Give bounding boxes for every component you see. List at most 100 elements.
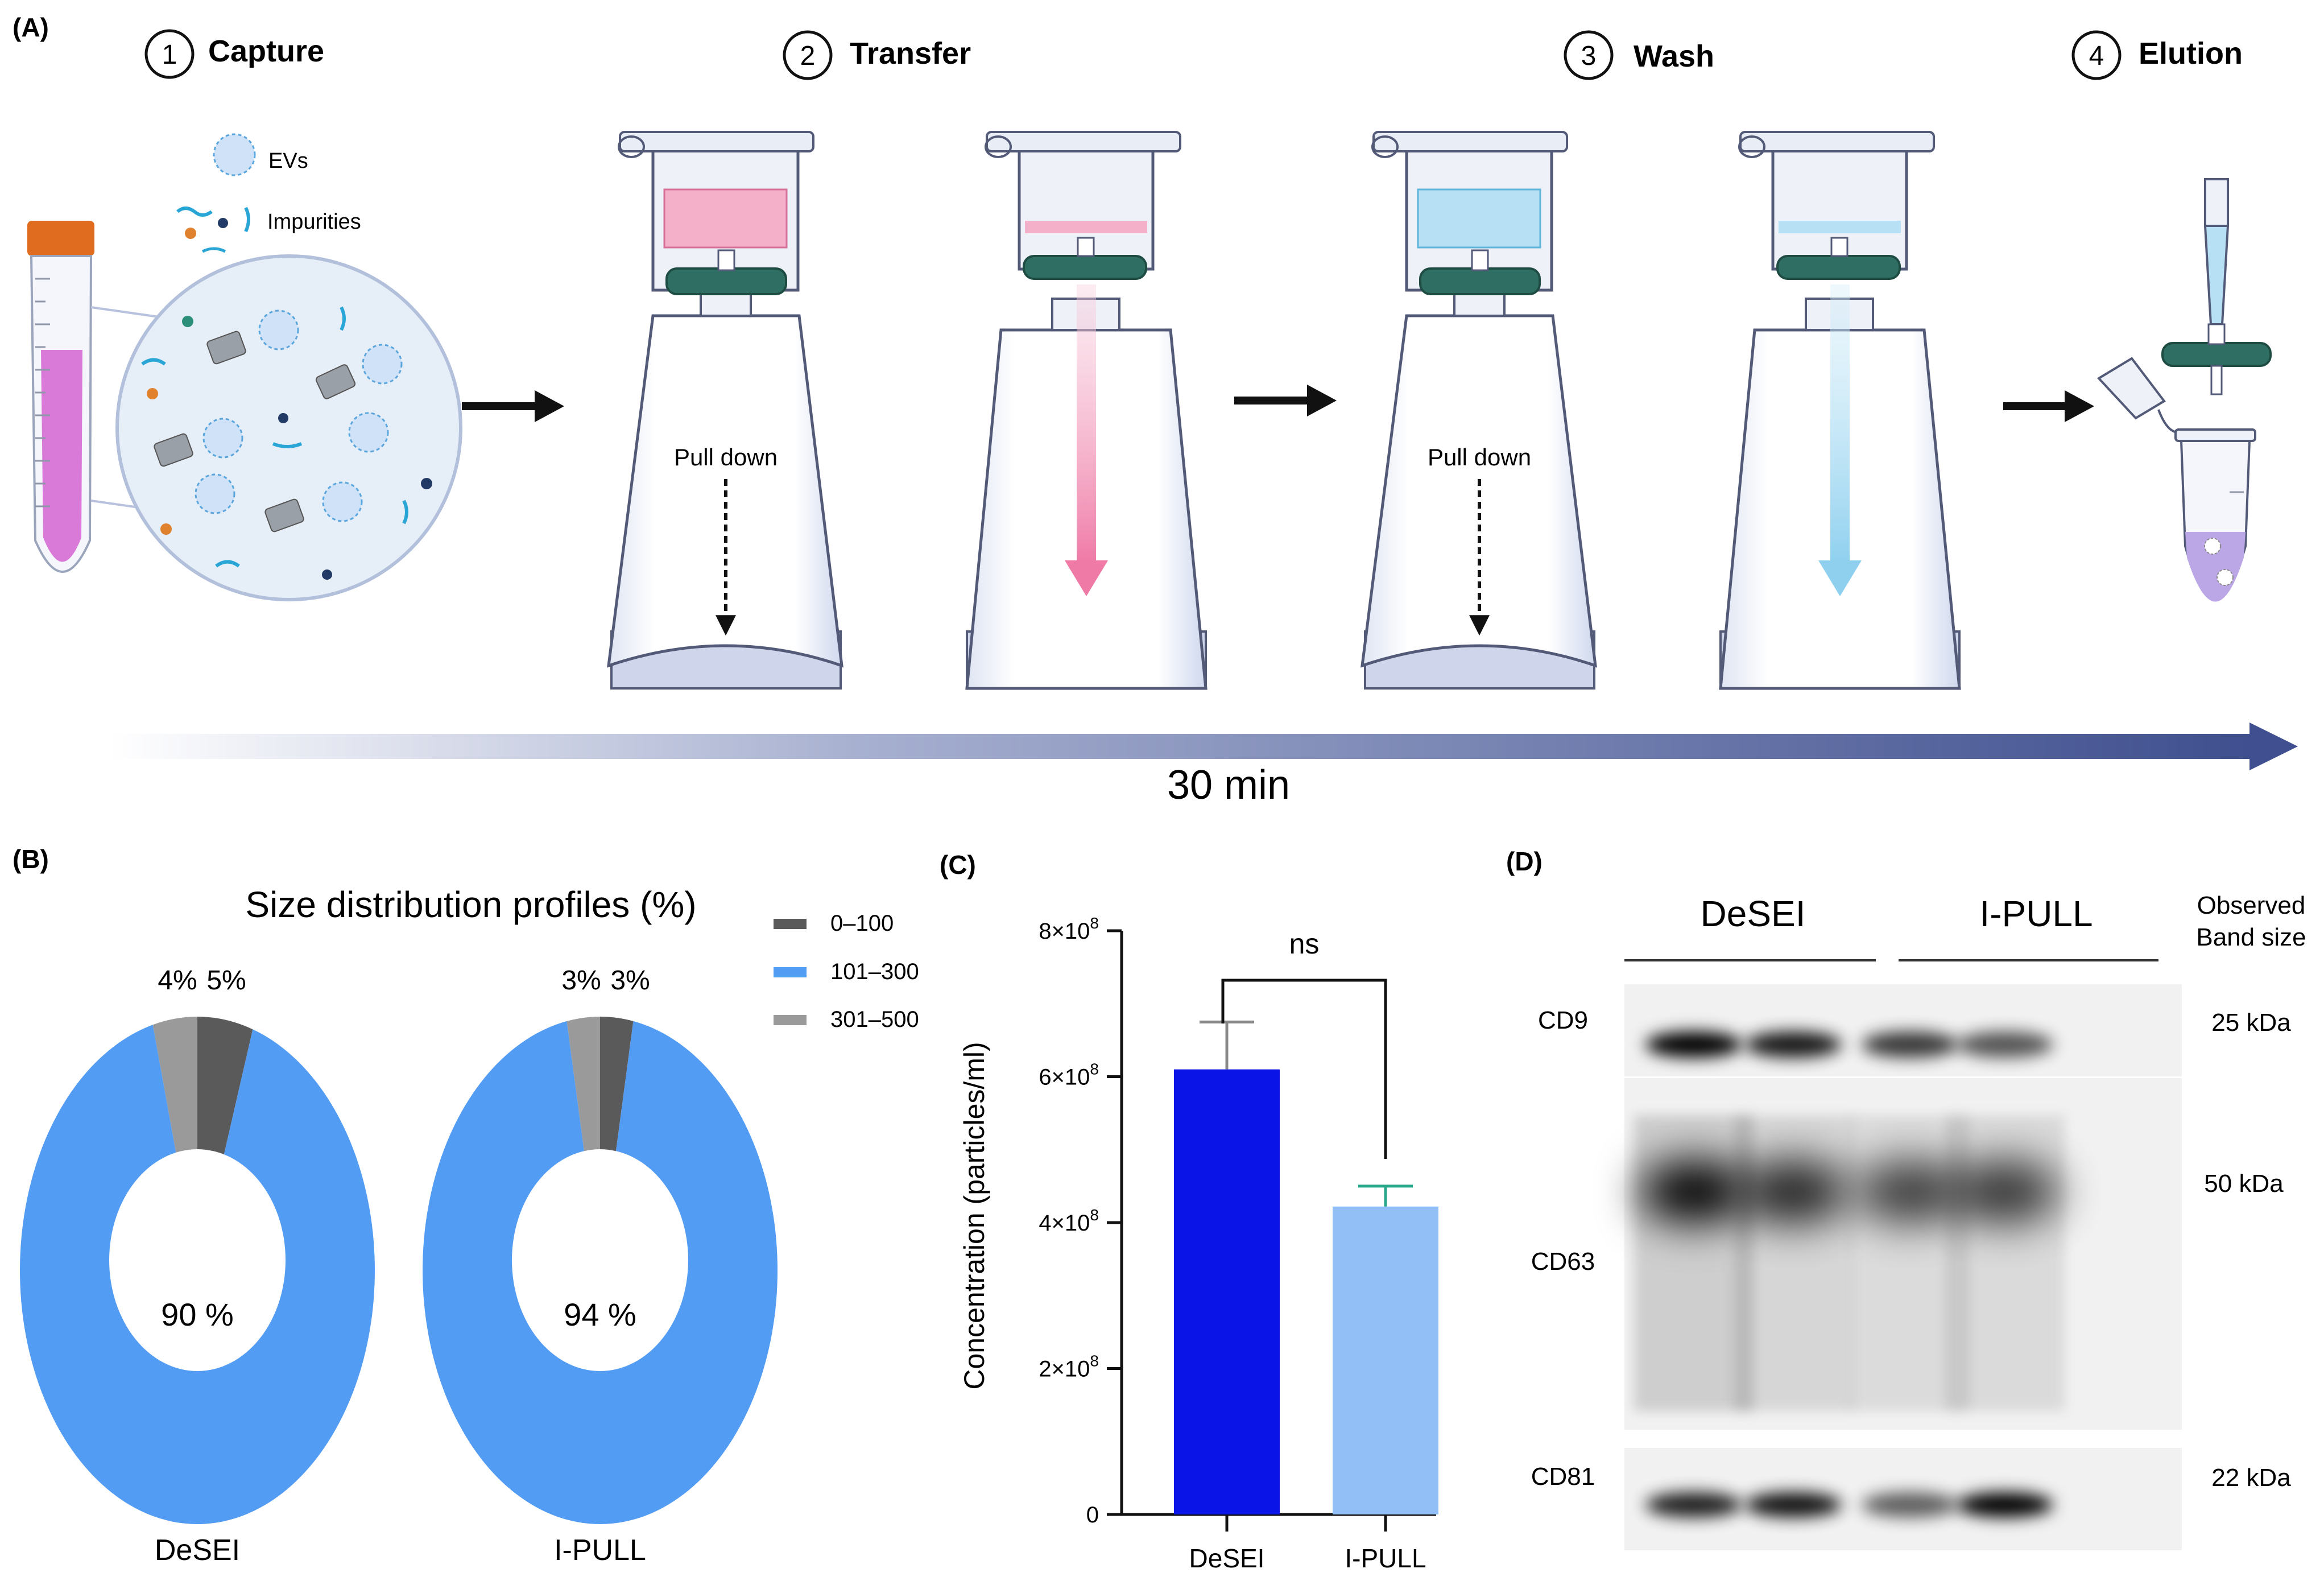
timeline-label: 30 min [1167,762,1290,808]
donut-hole-desei [109,1149,286,1371]
blot-smear-cd63-lane-4 [1945,1115,2065,1411]
blot-band-cd63-lane-1 [1640,1161,1748,1223]
blot-size-cd9: 25 kDa [2211,1009,2291,1037]
panel-label-d: (D) [1506,847,1543,876]
step-4-circle [2071,30,2122,80]
step-3-header: 3 Wash [1564,30,1714,80]
blot-band-cd9-lane-3 [1862,1031,1958,1058]
significance-label: ns [1289,928,1320,960]
blot-size-cd81: 22 kDa [2211,1464,2291,1492]
arrow-3 [2003,390,2094,422]
step-4-label: Elution [2139,36,2243,71]
y-tick-label-2: 4×108 [1039,1206,1099,1236]
blot-band-cd63-lane-3 [1856,1161,1964,1223]
panel-d-western-blot: (D) DeSEI I-PULL Observed Band size CD9 … [1506,847,2306,1550]
panel-b-donut-charts: (B) Size distribution profiles (%) 0–100… [13,844,919,1567]
blot-marker-cd63: CD63 [1531,1248,1595,1276]
blot-band-cd81-lane-3 [1862,1492,1958,1517]
legend-evs-text: EVs [268,149,308,173]
legend-swatch-0-100 [774,919,807,929]
bar-y-axis-label: Concentration (particles/ml) [958,1042,990,1389]
conical-tube-illustration: EVs Impurities [27,133,462,601]
timeline-bar [108,734,2252,759]
tube-liquid [41,350,82,562]
flask-2 [965,131,1208,690]
desei-0-100-percent-label: 5% [206,965,246,996]
desei-301-500-percent-label: 4% [158,965,197,996]
step-2-label: Transfer [850,36,971,71]
blot-bands [1634,1031,2065,1517]
bar-x-label-desei: DeSEI [1189,1543,1265,1573]
step-1-header: 1 Capture [144,29,324,79]
impurities-legend-icon [176,207,250,253]
blot-group-desei: DeSEI [1701,893,1806,934]
y-tick-label-1: 2×108 [1039,1352,1099,1382]
zoom-circle [115,254,462,601]
blot-band-cd81-lane-2 [1745,1492,1842,1517]
step-3-circle [1564,30,1614,80]
blot-group-ipull: I-PULL [1979,893,2093,934]
desei-center-label: 90 % [161,1297,234,1332]
observed-label-line2: Band size [2196,923,2306,951]
step-4-header: 4 Elution [2071,30,2243,80]
donut-legend: 0–100 101–300 301–500 [774,911,919,1032]
zoom-particles [141,306,432,580]
blot-size-cd63: 50 kDa [2204,1170,2284,1198]
desei-donut-name: DeSEI [155,1534,240,1567]
ipull-donut-name: I-PULL [554,1534,646,1567]
tube-graduations [35,278,50,507]
blot-band-cd81-lane-1 [1645,1492,1742,1517]
timeline: 30 min [108,723,2298,808]
pull-down-label-1: Pull down [674,444,778,470]
step-3-number: 3 [1581,41,1597,71]
y-tick-label-3: 6×108 [1039,1060,1099,1090]
ipull-301-500-percent-label: 3% [561,965,601,996]
bar-marks [1174,1020,1438,1532]
stage-arrows [462,385,2094,422]
blot-band-cd63-lane-2 [1739,1161,1847,1223]
step-2-header: 2 Transfer [783,30,971,80]
ipull-center-label: 94 % [564,1297,636,1332]
step-1-circle [144,29,195,79]
blot-membrane-cd9 [1624,984,2182,1076]
y-tick-label-4: 8×108 [1039,914,1099,944]
blot-marker-cd9: CD9 [1538,1006,1588,1034]
step-2-number: 2 [800,41,816,71]
blot-band-cd9-lane-2 [1745,1031,1842,1058]
donut-title: Size distribution profiles (%) [245,884,696,925]
step-2-circle [783,30,833,80]
donut-hole-i-pull [512,1149,688,1371]
observed-label-line1: Observed [2197,891,2306,919]
step-1-label: Capture [208,34,324,68]
pull-down-label-2: Pull down [1428,444,1531,470]
legend-label-101-300: 101–300 [830,959,919,984]
panel-a-workflow: (A) 1 Capture 2 Transfer 3 Wash 4 Elutio… [13,13,2298,808]
bar-i-pull [1333,1206,1438,1514]
arrow-2 [1234,385,1337,416]
flask-4 [1719,131,1961,690]
ipull-0-100-percent-label: 3% [610,965,650,996]
blot-marker-cd81: CD81 [1531,1463,1595,1491]
significance-bracket [1221,979,1387,1159]
legend-label-301-500: 301–500 [830,1007,919,1032]
step-4-number: 4 [2089,41,2104,71]
panel-label-c: (C) [940,850,976,880]
arrow-1 [462,390,564,422]
panel-label-a: (A) [13,13,49,42]
tube-cap [27,221,94,256]
bar-y-ticks: 0 2×108 4×108 6×108 8×108 [1039,914,1122,1528]
donut-ipull [423,1017,778,1525]
timeline-arrowhead [2249,723,2298,770]
ev-legend-icon [213,133,256,176]
elution-illustration [2096,178,2272,602]
y-tick-label-0: 0 [1086,1503,1099,1528]
blot-band-cd9-lane-4 [1957,1031,2053,1058]
step-3-label: Wash [1634,39,1714,73]
panel-label-b: (B) [13,844,49,874]
legend-swatch-101-300 [774,967,807,977]
panel-c-bar-chart: (C) Concentration (particles/ml) 0 2×108 4… [940,850,1438,1573]
legend-impurities-text: Impurities [267,210,361,234]
legend-label-0-100: 0–100 [830,911,894,936]
blot-band-cd81-lane-4 [1957,1492,2053,1517]
